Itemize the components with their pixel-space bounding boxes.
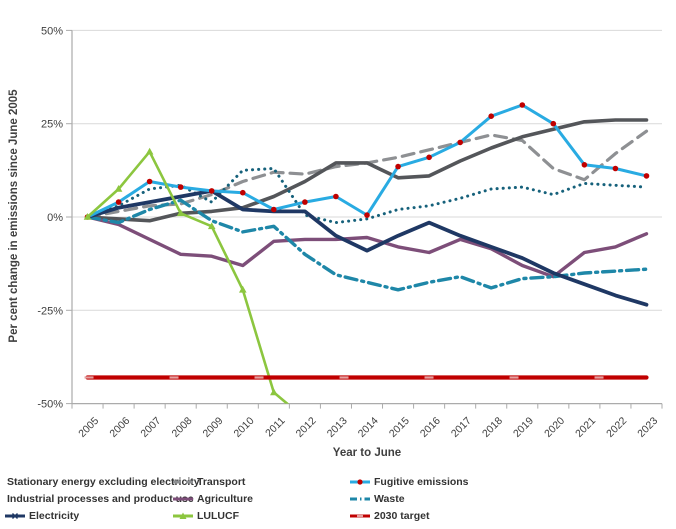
series-agriculture — [85, 215, 649, 279]
x-tick-label: 2011 — [263, 415, 288, 440]
legend-item-stationary-energy-excluding-electricity: Stationary energy excluding electricity — [4, 476, 200, 488]
transport-legend-glyph — [173, 480, 193, 483]
x-tick-label: 2015 — [387, 415, 412, 440]
legend-label: Stationary energy excluding electricity — [7, 475, 200, 488]
x-tick-label: 2023 — [635, 415, 660, 440]
x-tick-label: 2009 — [201, 415, 226, 440]
legend-item-electricity: Electricity — [4, 510, 172, 522]
x-tick-label: 2018 — [480, 415, 505, 440]
x-tick-label: 2022 — [604, 415, 629, 440]
legend-label: Industrial processes and product use — [7, 492, 194, 505]
emissions-chart: 50% 25% 0% -25% -50% 2005 2006 2007 2008 2009 2010… — [37, 25, 663, 440]
lulucf-legend-glyph — [173, 512, 193, 519]
x-tick-label: 2007 — [138, 415, 163, 440]
legend-label: Agriculture — [197, 492, 254, 505]
legend-label: Waste — [374, 492, 405, 505]
x-tick-label: 2014 — [356, 415, 381, 440]
legend-label: LULUCF — [197, 509, 239, 522]
legend: Stationary energy excluding electricity T… — [4, 473, 672, 524]
fugitive-emissions-legend-glyph — [350, 478, 370, 485]
agriculture-legend-glyph — [173, 497, 193, 500]
legend-label: 2030 target — [374, 509, 430, 522]
series-electricity — [85, 188, 649, 307]
x-tick-label: 2012 — [294, 415, 319, 440]
legend-label: Transport — [197, 475, 246, 488]
legend-item-waste: Waste — [349, 493, 672, 505]
series-lulucf — [83, 147, 290, 404]
y-tick-label: 50% — [41, 25, 63, 37]
series-industrial-processes-and-product-use — [86, 167, 648, 225]
x-tick-label: 2010 — [232, 415, 257, 440]
series-transport — [85, 129, 649, 219]
legend-item-industrial-processes-and-product-use: Industrial processes and product use — [4, 493, 194, 505]
x-tick-label: 2016 — [418, 415, 443, 440]
y-axis-title: Per cent change in emissions since June … — [8, 89, 20, 343]
y-tick-label: 25% — [41, 119, 63, 131]
x-tick-label: 2013 — [325, 415, 350, 440]
plot-area: 50% 25% 0% -25% -50% 2005 2006 2007 2008 2009 2010… — [37, 25, 663, 440]
y-tick-label: -25% — [37, 305, 63, 317]
legend-label: Electricity — [29, 509, 80, 522]
x-tick-label: 2006 — [107, 415, 132, 440]
legend-item-2030-target: 2030 target — [349, 510, 672, 522]
y-tick-label: 0% — [47, 212, 63, 224]
y-tick-label: -50% — [37, 399, 63, 411]
waste-legend-glyph — [350, 497, 370, 500]
electricity-legend-glyph — [5, 512, 25, 519]
legend-item-lulucf: LULUCF — [172, 510, 349, 522]
legend-item-fugitive-emissions: Fugitive emissions — [349, 476, 672, 488]
x-tick-label: 2005 — [76, 415, 101, 440]
x-axis-title: Year to June — [332, 447, 402, 459]
x-tick-label: 2019 — [511, 415, 536, 440]
legend-item-agriculture: Agriculture — [172, 493, 349, 505]
series-waste — [85, 198, 649, 292]
x-tick-label: 2021 — [573, 415, 598, 440]
legend-item-transport: Transport — [172, 476, 349, 488]
series-fugitive-emissions — [84, 102, 650, 220]
x-tick-label: 2008 — [169, 415, 194, 440]
legend-label: Fugitive emissions — [374, 475, 469, 488]
2030-target-legend-glyph — [350, 514, 370, 517]
x-tick-label: 2020 — [542, 415, 567, 440]
x-tick-label: 2017 — [449, 415, 474, 440]
